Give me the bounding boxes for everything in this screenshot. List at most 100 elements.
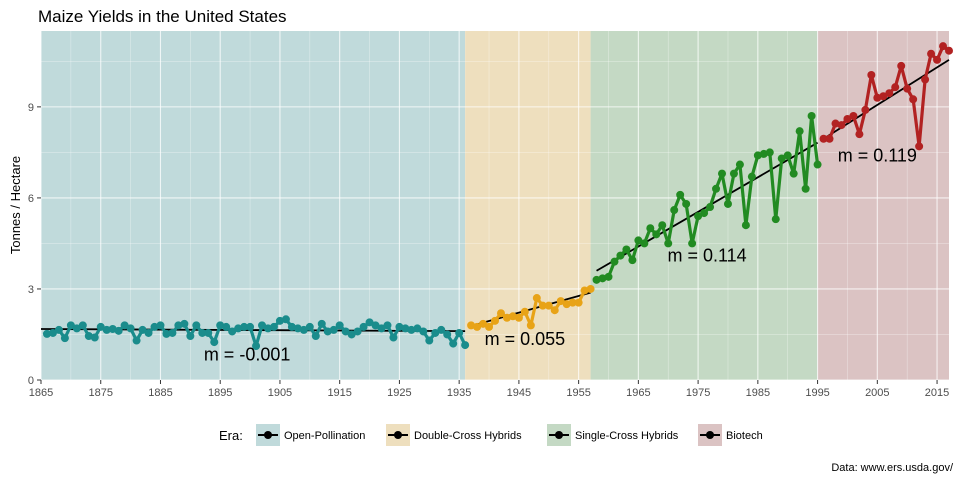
era-bands (41, 31, 949, 380)
y-tick-label: 3 (28, 284, 34, 296)
y-axis-label: Tonnes / Hectare (8, 156, 23, 254)
data-point (437, 325, 446, 334)
data-point (210, 338, 219, 347)
data-point (568, 298, 577, 307)
data-source-caption: Data: www.ers.usda.gov/ (831, 462, 954, 474)
trend-line-1 (470, 291, 591, 327)
data-point (867, 71, 876, 80)
data-point (801, 184, 810, 193)
data-point (168, 328, 177, 337)
data-point (54, 325, 63, 334)
data-point (311, 331, 320, 340)
legend-key-point (555, 431, 563, 439)
data-point (741, 221, 750, 230)
data-point (712, 184, 721, 193)
data-point (891, 83, 900, 92)
data-point (258, 321, 267, 330)
data-point (204, 328, 213, 337)
data-point (341, 327, 350, 336)
data-point (365, 318, 374, 327)
data-point (532, 294, 541, 303)
data-point (933, 55, 942, 64)
data-point (586, 284, 595, 293)
data-point (634, 236, 643, 245)
data-point (264, 324, 272, 333)
data-point (48, 328, 57, 337)
series-lines (42, 42, 953, 351)
data-point (323, 327, 332, 336)
data-point (491, 316, 499, 325)
data-point (359, 322, 368, 331)
data-point (514, 313, 523, 322)
data-point (610, 257, 619, 266)
data-point (186, 331, 195, 340)
data-point (383, 321, 392, 330)
data-point (945, 46, 953, 55)
legend-key-point (394, 431, 402, 439)
legend-label-2: Single-Cross Hybrids (575, 430, 679, 442)
x-tick-label: 1915 (327, 387, 351, 399)
data-point (496, 309, 505, 318)
data-point (425, 336, 434, 345)
data-point (819, 134, 828, 143)
data-point (921, 75, 930, 84)
data-point (287, 322, 296, 331)
data-point (90, 333, 99, 342)
data-point (849, 111, 858, 120)
data-point (765, 148, 774, 157)
data-point (670, 206, 679, 215)
data-point (299, 325, 308, 334)
data-point (144, 328, 153, 337)
data-point (706, 203, 715, 212)
data-point (676, 190, 685, 199)
x-tick-label: 1965 (626, 387, 650, 399)
data-point (174, 321, 183, 330)
data-point (694, 212, 703, 221)
era-band-2 (590, 31, 818, 380)
data-point (407, 325, 416, 334)
data-point (658, 221, 667, 230)
x-tick-label: 2015 (925, 387, 949, 399)
data-point (72, 324, 81, 333)
data-point (903, 84, 912, 93)
data-point (431, 328, 440, 337)
y-tick-label: 0 (28, 375, 34, 387)
data-point (269, 322, 278, 331)
data-point (640, 239, 649, 248)
data-point (138, 325, 147, 334)
data-point (861, 105, 870, 114)
data-point (180, 319, 189, 328)
x-tick-label: 2005 (865, 387, 889, 399)
data-point (234, 324, 243, 333)
slope-annotation-2: m = 0.114 (667, 246, 746, 266)
data-point (556, 297, 565, 306)
slope-annotation-1: m = 0.055 (485, 329, 566, 349)
data-point (485, 322, 494, 331)
data-point (413, 324, 422, 333)
data-point (508, 312, 517, 321)
data-point (795, 127, 804, 136)
data-point (550, 306, 559, 315)
data-point (395, 322, 404, 331)
data-point (652, 230, 661, 239)
data-point (939, 42, 948, 51)
data-point (580, 286, 589, 295)
data-point (479, 319, 488, 328)
data-point (771, 215, 780, 224)
data-point (604, 272, 613, 281)
data-point (729, 169, 738, 178)
legend-key-point (706, 431, 714, 439)
data-point (837, 121, 846, 130)
data-point (84, 331, 93, 340)
data-point (622, 245, 631, 254)
era-band-0 (41, 31, 466, 380)
data-point (335, 321, 344, 330)
data-point (897, 61, 906, 70)
data-point (216, 321, 225, 330)
data-point (455, 328, 464, 337)
x-tick-label: 1895 (208, 387, 232, 399)
data-point (688, 239, 697, 248)
data-point (192, 321, 201, 330)
data-point (419, 327, 428, 336)
